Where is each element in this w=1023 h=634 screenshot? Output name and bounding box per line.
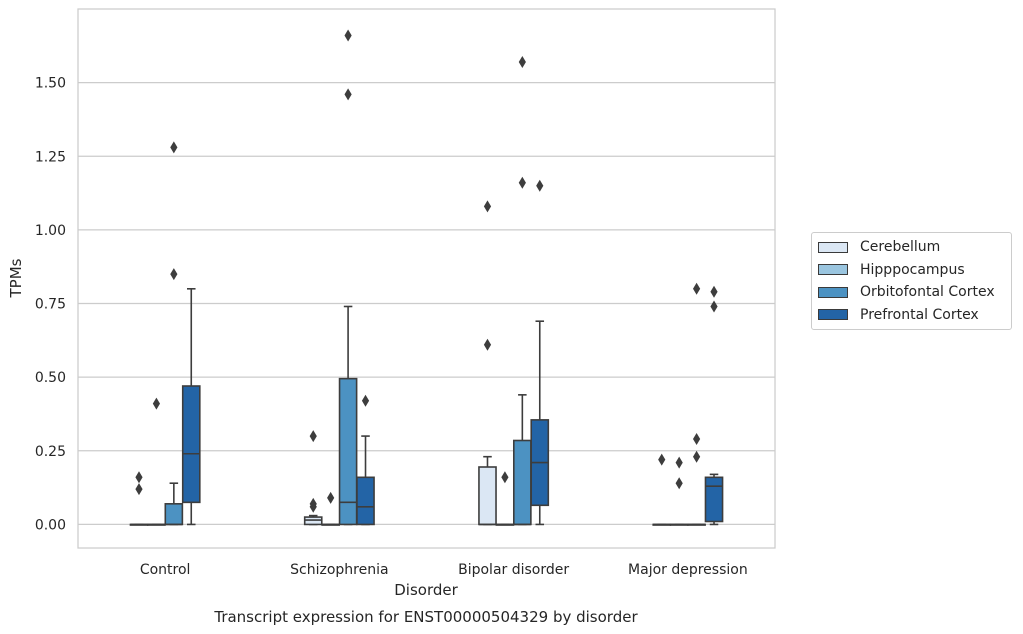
- y-axis-label: TPMs: [7, 258, 25, 298]
- outlier-point: [170, 268, 178, 281]
- box-3-3: [704, 473, 724, 526]
- box-1-3: [669, 523, 689, 526]
- box-body: [478, 466, 497, 526]
- box-1-2: [495, 523, 515, 526]
- outlier-point: [710, 300, 718, 313]
- x-axis-label: Disorder: [394, 581, 458, 599]
- legend-swatch: [818, 241, 848, 253]
- outlier-point: [170, 141, 178, 154]
- x-tick-labels: Control Schizophrenia Bipolar disorder Majo…: [140, 562, 748, 578]
- outlier-point: [344, 29, 352, 42]
- box-2-1: [338, 305, 358, 526]
- outlier-point: [135, 471, 143, 484]
- box-0-3: [652, 523, 672, 526]
- outlier-point: [675, 456, 683, 469]
- chart-title: Transcript expression for ENST0000050432…: [213, 608, 638, 626]
- legend-swatch: [818, 309, 848, 321]
- y-tick-label: 1.25: [35, 149, 66, 165]
- box-body: [338, 377, 358, 526]
- box-0-1: [303, 514, 323, 526]
- box-3-0: [181, 288, 201, 526]
- box-body: [181, 385, 201, 504]
- outlier-point: [483, 200, 492, 213]
- legend-item: Prefrontal Cortex: [812, 304, 1011, 327]
- outlier-point: [692, 450, 701, 463]
- y-tick-labels: 0.00 0.25 0.50 0.75 1.00 1.25 1.50: [35, 76, 66, 534]
- legend-item: Cerebellum: [812, 236, 1011, 259]
- y-tick-label: 0.75: [35, 297, 66, 313]
- outlier-point: [658, 453, 666, 466]
- y-tick-label: 0.50: [35, 370, 66, 386]
- box-2-3: [687, 523, 706, 526]
- outlier-point: [483, 338, 492, 351]
- legend-swatch: [818, 286, 848, 298]
- box-0-0: [129, 523, 149, 526]
- box-0-2: [478, 455, 497, 526]
- x-tick-label: Major depression: [628, 562, 748, 578]
- boxes: [129, 288, 724, 526]
- box-1-1: [321, 523, 341, 526]
- outlier-point: [518, 56, 526, 69]
- outlier-point: [692, 433, 701, 446]
- box-3-1: [356, 435, 375, 526]
- legend-item: Orbitofontal Cortex: [812, 281, 1011, 304]
- box-3-2: [530, 320, 550, 526]
- outlier-point: [692, 282, 701, 295]
- legend-label: Prefrontal Cortex: [860, 306, 979, 323]
- legend: Cerebellum Hipppocampus Orbitofontal Corte…: [811, 232, 1012, 330]
- y-tick-label: 1.50: [35, 76, 66, 92]
- outliers: [135, 29, 718, 513]
- outlier-point: [501, 471, 509, 484]
- legend-label: Orbitofontal Cortex: [860, 284, 995, 301]
- y-tick-label: 0.25: [35, 444, 66, 460]
- outlier-point: [675, 477, 683, 490]
- box-body: [356, 476, 375, 526]
- y-tick-label: 1.00: [35, 223, 66, 239]
- box-body: [704, 476, 724, 523]
- outlier-point: [344, 88, 352, 101]
- box-1-0: [147, 523, 166, 526]
- x-tick-label: Bipolar disorder: [458, 562, 569, 578]
- legend-label: Cerebellum: [860, 239, 941, 256]
- x-tick-label: Control: [140, 562, 191, 578]
- box-2-0: [164, 482, 184, 526]
- legend-item: Hipppocampus: [812, 259, 1011, 282]
- outlier-point: [327, 491, 335, 504]
- outlier-point: [536, 179, 544, 192]
- legend-swatch: [818, 264, 848, 276]
- outlier-point: [309, 430, 317, 443]
- x-tick-label: Schizophrenia: [290, 562, 388, 578]
- outlier-point: [152, 397, 161, 410]
- outlier-point: [309, 497, 317, 510]
- outlier-point: [518, 176, 526, 189]
- box-2-2: [512, 394, 532, 526]
- y-tick-label: 0.00: [35, 517, 66, 533]
- box-body: [164, 503, 184, 526]
- outlier-point: [135, 483, 143, 496]
- plot-frame: [77, 8, 776, 549]
- box-body: [512, 439, 532, 526]
- outlier-point: [361, 394, 370, 407]
- legend-label: Hipppocampus: [860, 261, 965, 278]
- outlier-point: [710, 285, 718, 298]
